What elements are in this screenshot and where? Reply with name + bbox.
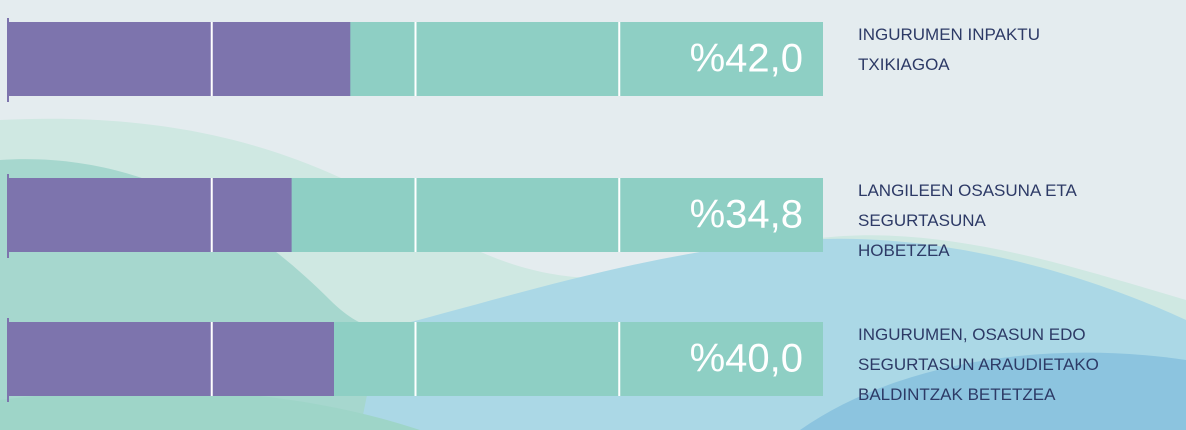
value-label: %34,8 [690, 193, 803, 237]
bar [8, 178, 292, 252]
category-label: INGURUMEN INPAKTU TXIKIAGOA [858, 20, 1186, 80]
chart: %42,0 %34,8 %40,0 INGURUMEN INPAKTU TXIKIA… [0, 0, 1186, 430]
category-label: INGURUMEN, OSASUN EDO SEGURTASUN ARAUDIE… [858, 320, 1186, 410]
bar [8, 322, 334, 396]
value-label: %40,0 [690, 337, 803, 381]
bar [8, 22, 350, 96]
category-label: LANGILEEN OSASUNA ETA SEGURTASUNA HOBETZ… [858, 176, 1186, 266]
value-label: %42,0 [690, 37, 803, 81]
